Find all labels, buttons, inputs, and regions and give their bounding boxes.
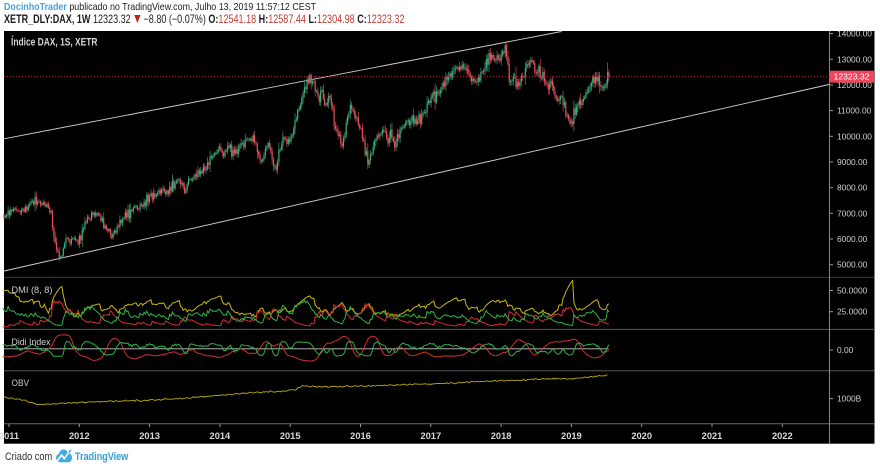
svg-text:8000.00: 8000.00 (837, 183, 868, 193)
svg-text:2021: 2021 (702, 431, 723, 441)
svg-text:2020: 2020 (631, 431, 652, 441)
svg-text:0.00: 0.00 (837, 345, 854, 355)
svg-text:2014: 2014 (210, 431, 232, 441)
svg-text:2011: 2011 (0, 431, 19, 441)
svg-text:6000.00: 6000.00 (837, 234, 868, 244)
svg-text:2015: 2015 (280, 431, 301, 441)
svg-text:OBV: OBV (12, 378, 30, 389)
svg-text:DMI (8, 8): DMI (8, 8) (12, 285, 53, 296)
svg-text:2012: 2012 (69, 431, 90, 441)
svg-text:2019: 2019 (561, 431, 582, 441)
svg-text:2016: 2016 (350, 431, 371, 441)
svg-text:7000.00: 7000.00 (837, 208, 868, 218)
svg-text:25.0000: 25.0000 (837, 307, 868, 317)
svg-text:13000.00: 13000.00 (837, 54, 872, 64)
svg-text:2017: 2017 (420, 431, 441, 441)
svg-text:14000.00: 14000.00 (837, 29, 872, 39)
svg-text:12000.00: 12000.00 (837, 80, 872, 90)
svg-text:50.0000: 50.0000 (837, 286, 868, 296)
svg-text:12323.32: 12323.32 (834, 72, 870, 82)
svg-text:5000.00: 5000.00 (837, 260, 868, 270)
svg-text:9000.00: 9000.00 (837, 157, 868, 167)
svg-text:10000.00: 10000.00 (837, 131, 872, 141)
svg-text:2013: 2013 (139, 431, 160, 441)
svg-text:11000.00: 11000.00 (837, 106, 872, 116)
svg-text:2018: 2018 (491, 431, 512, 441)
svg-text:2022: 2022 (772, 431, 793, 441)
svg-text:1000B: 1000B (837, 394, 862, 404)
svg-text:Didi Index: Didi Index (12, 337, 51, 348)
svg-text:Índice DAX, 1S, XETR: Índice DAX, 1S, XETR (11, 36, 98, 49)
